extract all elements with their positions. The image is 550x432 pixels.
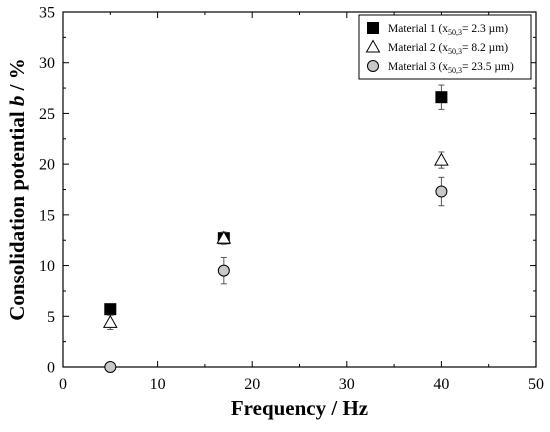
x-tick-label: 40: [433, 376, 449, 393]
legend-entry-2: Material 2 (x50,3= 8.2 µm): [365, 39, 508, 56]
series-3: [104, 176, 448, 373]
axes: 0 10 20 30 40 50 0 5 10 15 20 25 30 35 Frequency / Hz C…: [5, 5, 544, 421]
legend-marker: [365, 39, 381, 53]
y-tick-label: 0: [47, 360, 55, 377]
x-tick-label: 30: [339, 376, 355, 393]
data-point: [435, 185, 448, 198]
y-tick-label: 35: [39, 5, 55, 22]
data-point: [216, 230, 232, 244]
series-1: [104, 84, 448, 316]
y-tick-label: 30: [39, 55, 55, 72]
y-tick-label: 10: [39, 258, 55, 275]
data-point: [102, 314, 118, 328]
data-point: [435, 91, 448, 104]
data-point: [217, 264, 230, 277]
x-tick-label: 0: [59, 376, 67, 393]
data-point: [104, 361, 117, 373]
data-point: [434, 152, 449, 166]
legend: Material 1 (x50,3= 2.3 µm) Material 2 (x5…: [358, 14, 532, 80]
x-tick-label: 10: [150, 376, 166, 393]
legend-label: Material 1 (x50,3= 2.3 µm): [388, 23, 508, 37]
series-2: [102, 151, 449, 330]
y-axis-title-symbol: b: [5, 96, 29, 107]
legend-box: [358, 14, 532, 80]
legend-label: Material 2 (x50,3= 8.2 µm): [388, 42, 508, 56]
y-axis-title-text: Consolidation potential: [5, 106, 29, 321]
y-axis-title: Consolidation potential b / %: [5, 58, 29, 321]
legend-entry-3: Material 3 (x50,3= 23.5 µm): [367, 60, 514, 75]
x-axis-title: Frequency / Hz: [231, 396, 368, 420]
legend-label: Material 3 (x50,3= 23.5 µm): [388, 61, 514, 75]
legend-entry-1: Material 1 (x50,3= 2.3 µm): [367, 22, 508, 37]
x-tick-label: 20: [244, 376, 260, 393]
legend-marker: [367, 60, 379, 72]
y-tick-label: 15: [39, 207, 55, 224]
y-axis-title-unit: / %: [5, 58, 29, 95]
y-tick-label: 25: [39, 106, 55, 123]
y-tick-label: 20: [39, 157, 55, 174]
data-layer: [102, 84, 449, 373]
legend-marker: [367, 22, 379, 34]
data-point: [104, 303, 117, 316]
y-tick-label: 5: [47, 309, 55, 326]
x-tick-label: 50: [528, 376, 544, 393]
